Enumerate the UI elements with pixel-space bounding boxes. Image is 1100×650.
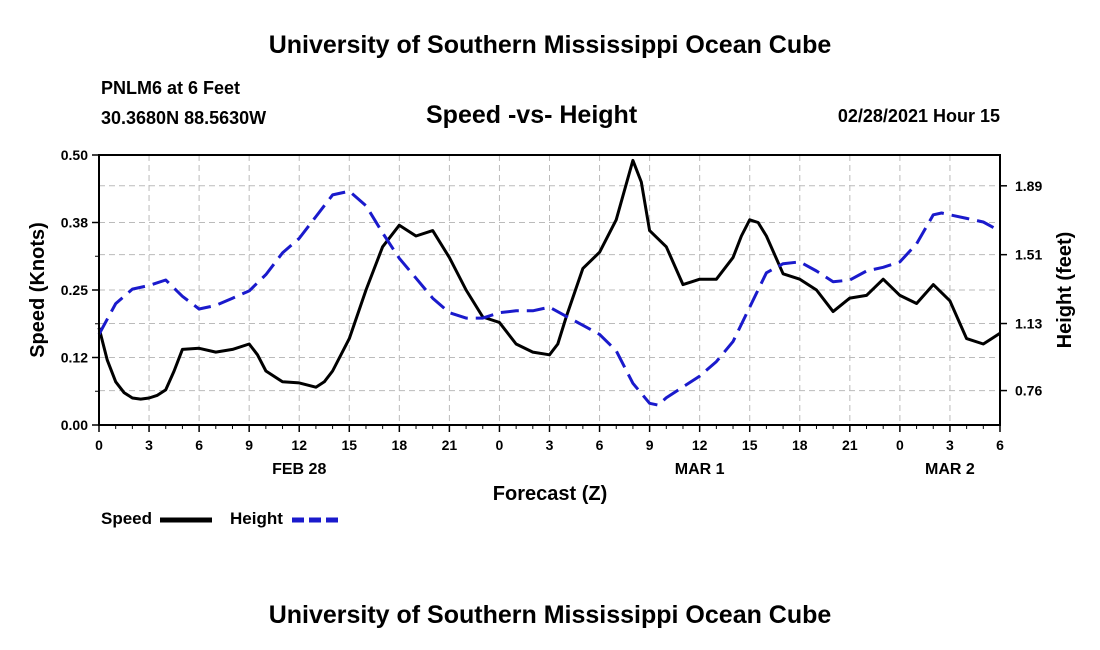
x-tick-label: 0 <box>95 437 103 453</box>
y-tick-label: 0.12 <box>61 350 88 366</box>
footer-title: University of Southern Mississippi Ocean… <box>268 601 832 629</box>
y2-tick-label: 0.76 <box>1015 383 1042 399</box>
x-tick-label: 15 <box>742 437 758 453</box>
x-tick-label: 18 <box>792 437 808 453</box>
x-tick-label: 9 <box>245 437 253 453</box>
day-label: MAR 2 <box>925 461 975 478</box>
station-name: PNLM6 at 6 Feet <box>101 78 241 98</box>
legend-speed-label: Speed <box>101 509 153 528</box>
x-tick-label: 21 <box>842 437 858 453</box>
speed-series-line <box>97 158 1001 401</box>
x-tick-label: 6 <box>195 437 203 453</box>
x-tick-label: 6 <box>596 437 604 453</box>
y2-tick-label: 1.13 <box>1015 316 1042 332</box>
x-axis-label: Forecast (Z) <box>493 483 607 505</box>
grid-lines <box>99 155 1000 425</box>
y2-tick-label: 1.89 <box>1015 178 1042 194</box>
height-series-line <box>97 189 1001 407</box>
x-tick-label: 3 <box>946 437 954 453</box>
x-tick-label: 0 <box>496 437 504 453</box>
x-tick-label: 9 <box>646 437 654 453</box>
x-tick-label: 0 <box>896 437 904 453</box>
axis-ticks <box>92 154 1007 432</box>
y-tick-label: 0.38 <box>61 215 88 231</box>
day-label: FEB 28 <box>272 461 326 478</box>
forecast-datetime: 02/28/2021 Hour 15 <box>837 106 1000 126</box>
y-tick-label: 0.00 <box>61 417 88 433</box>
legend-height-label: Height <box>230 509 283 528</box>
page-title: University of Southern Mississippi Ocean… <box>268 31 832 59</box>
x-tick-label: 15 <box>341 437 357 453</box>
tick-labels: 0 3 6 9 12 15 18 21 0 3 6 9 12 15 18 21 0 3 6 FEB 28 MAR 1 MA… <box>61 147 1043 478</box>
x-tick-label: 21 <box>442 437 458 453</box>
y2-axis-label: Height (feet) <box>1054 232 1076 349</box>
y-tick-label: 0.50 <box>61 147 88 163</box>
y2-tick-label: 1.51 <box>1015 247 1042 263</box>
y-tick-label: 0.25 <box>61 282 88 298</box>
x-tick-label: 18 <box>392 437 408 453</box>
series-lines <box>97 158 1001 407</box>
x-tick-label: 6 <box>996 437 1004 453</box>
y-axis-label: Speed (Knots) <box>27 222 49 358</box>
station-coordinates: 30.3680N 88.5630W <box>101 108 267 128</box>
chart-title: Speed -vs- Height <box>426 101 638 129</box>
x-tick-label: 12 <box>692 437 708 453</box>
x-tick-label: 3 <box>145 437 153 453</box>
x-tick-label: 12 <box>291 437 307 453</box>
x-tick-label: 3 <box>546 437 554 453</box>
day-label: MAR 1 <box>675 461 725 478</box>
